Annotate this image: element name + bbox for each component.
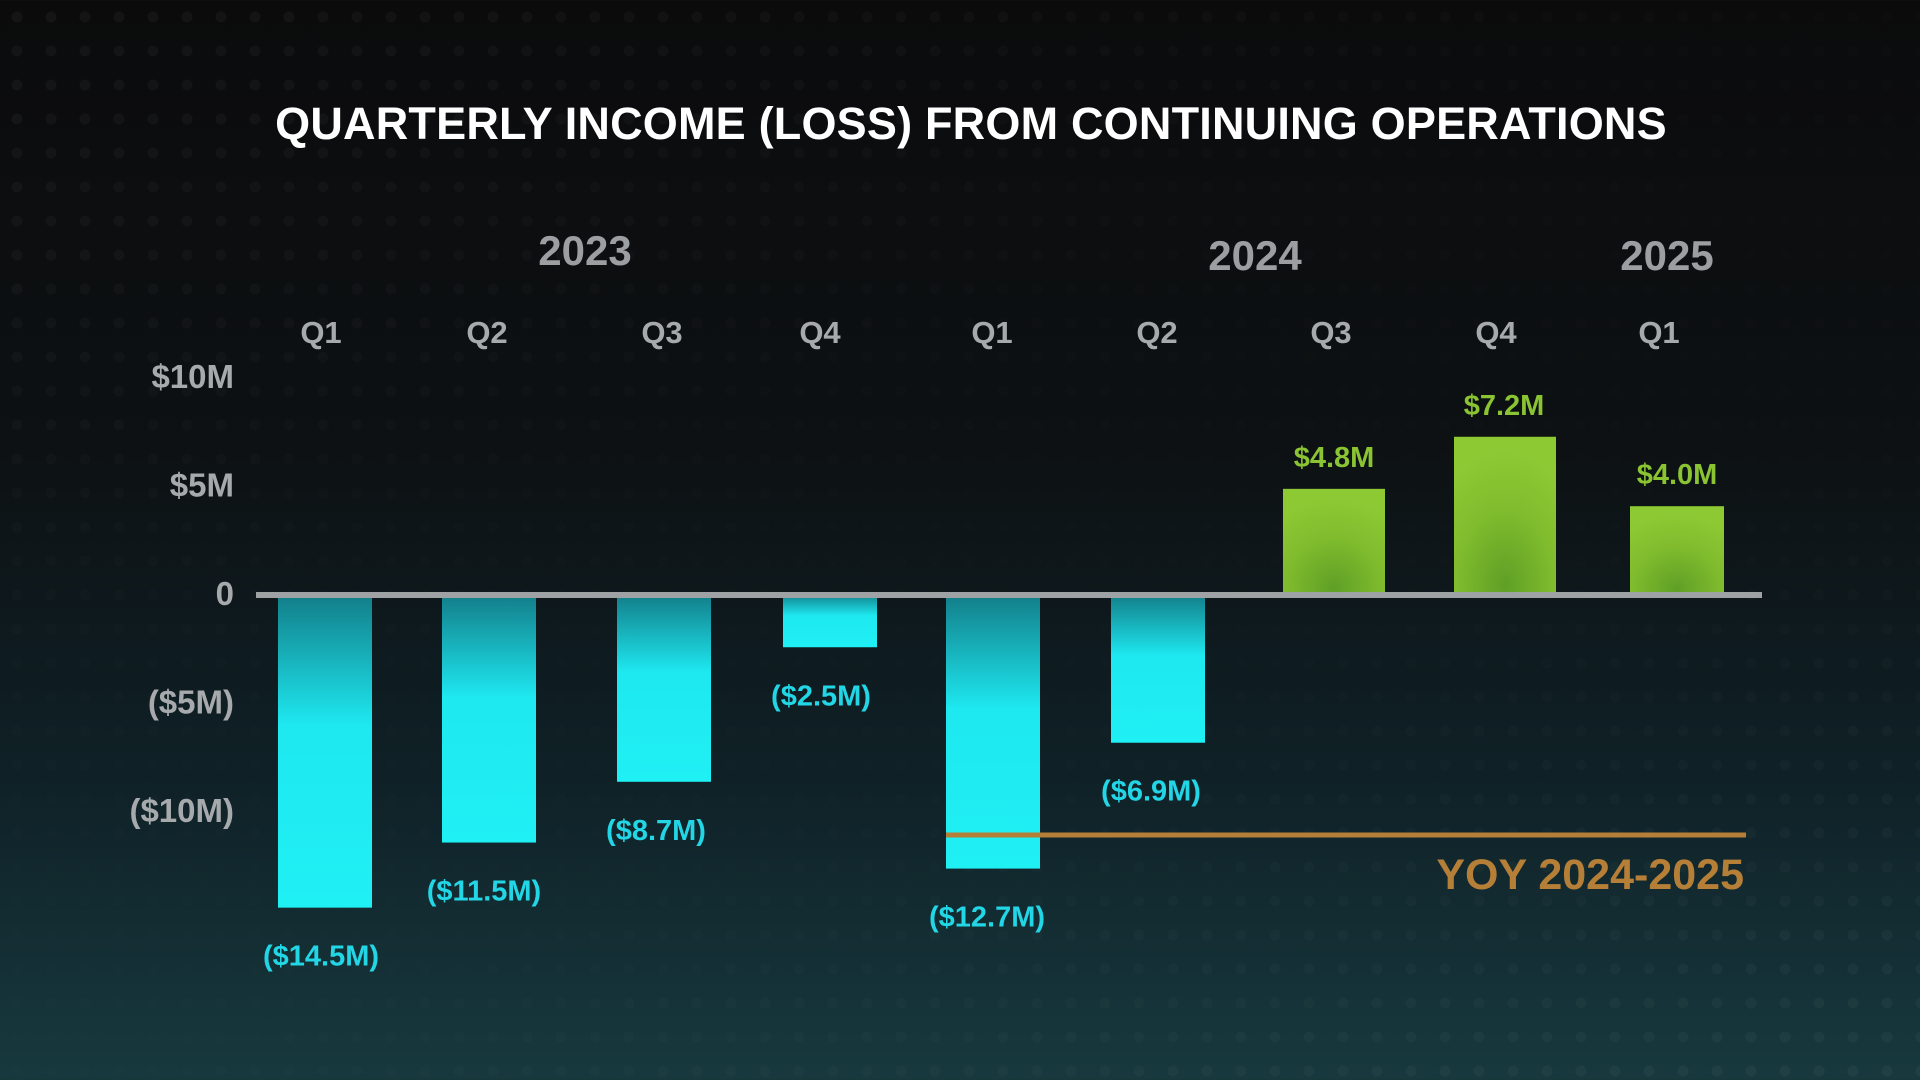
value-label: ($12.7M) (929, 902, 1045, 934)
y-tick-label: ($10M) (129, 792, 234, 829)
quarter-label: Q1 (1638, 315, 1679, 350)
y-tick-label: ($5M) (148, 684, 234, 721)
value-label: ($8.7M) (606, 815, 706, 847)
quarter-label: Q3 (641, 315, 682, 350)
quarter-label: Q4 (1475, 315, 1517, 350)
y-tick-label: $5M (170, 467, 234, 504)
bar (783, 593, 877, 648)
quarter-label: Q4 (799, 315, 841, 350)
year-label: 2024 (1208, 232, 1302, 279)
quarter-label: Q3 (1310, 315, 1351, 350)
value-label: ($11.5M) (427, 876, 541, 908)
year-label: 2023 (538, 227, 631, 274)
value-label: ($14.5M) (263, 941, 379, 973)
y-tick-label: 0 (216, 575, 234, 612)
value-label: $4.8M (1294, 442, 1375, 474)
yoy-annotation: YOY 2024-2025 (1436, 851, 1744, 899)
chart-title: QUARTERLY INCOME (LOSS) FROM CONTINUING … (275, 98, 1667, 149)
y-axis-ticks: $10M $5M 0 ($5M) ($10M) (129, 358, 234, 829)
bar (1454, 436, 1556, 593)
quarter-label: Q2 (1136, 315, 1177, 350)
value-label: $7.2M (1464, 390, 1545, 422)
bar (1111, 593, 1205, 743)
bar (442, 593, 536, 843)
period-headers: 2023 2024 2025 Q1 Q2 Q3 Q4 Q1 Q2 Q3 Q4 Q1 (300, 227, 1713, 350)
bars (278, 436, 1724, 908)
quarter-label: Q1 (300, 315, 341, 350)
quarter-label: Q2 (466, 315, 507, 350)
value-label: ($6.9M) (1101, 776, 1201, 808)
value-label: ($2.5M) (771, 680, 871, 712)
value-label: $4.0M (1637, 459, 1718, 491)
bar (1283, 488, 1385, 593)
value-labels: ($14.5M) ($11.5M) ($8.7M) ($2.5M) ($12.7M) ($… (263, 390, 1717, 973)
quarter-label: Q1 (971, 315, 1012, 350)
bar (278, 593, 372, 908)
bar (1630, 506, 1724, 593)
year-label: 2025 (1620, 232, 1713, 279)
bar (946, 593, 1040, 869)
y-tick-label: $10M (151, 358, 234, 395)
bar (617, 593, 711, 782)
